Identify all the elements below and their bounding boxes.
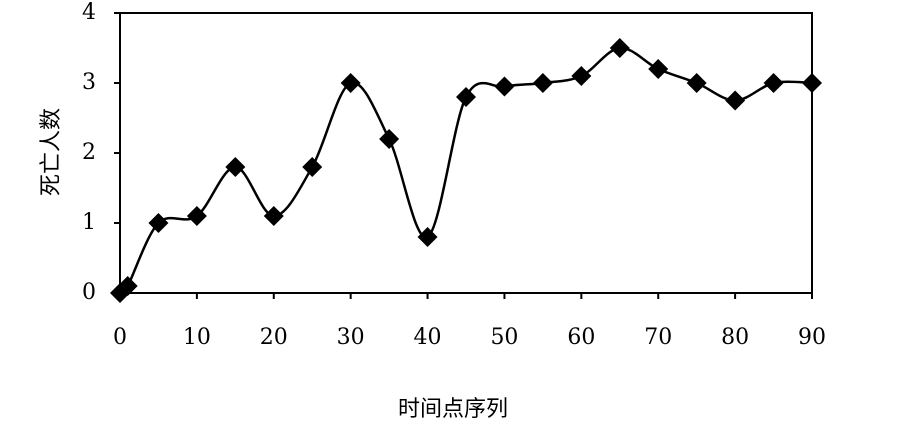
x-tick-label: 70 — [644, 325, 672, 350]
x-tick-label: 90 — [798, 325, 826, 350]
marker — [686, 73, 707, 93]
marker — [302, 157, 323, 177]
plot-frame — [119, 12, 813, 294]
marker — [117, 276, 138, 296]
marker — [763, 73, 784, 93]
marker — [186, 206, 207, 226]
x-tick-label: 0 — [113, 325, 127, 350]
x-axis-label: 时间点序列 — [398, 397, 508, 422]
marker — [417, 227, 438, 247]
marker — [263, 206, 284, 226]
line — [119, 46, 813, 295]
y-tick-label: 3 — [82, 70, 96, 95]
marker — [225, 157, 246, 177]
marker — [532, 73, 553, 93]
x-tick-label: 10 — [183, 325, 211, 350]
y-axis-label: 死亡人数 — [39, 108, 64, 196]
marker — [148, 213, 169, 233]
x-tick-label: 50 — [490, 325, 518, 350]
x-tick-label: 60 — [567, 325, 595, 350]
y-tick-label: 2 — [82, 140, 96, 165]
marker — [571, 66, 592, 86]
x-tick-label: 30 — [337, 325, 365, 350]
y-tick-label: 1 — [82, 210, 96, 235]
marker — [340, 73, 361, 93]
y-tick-label: 0 — [82, 280, 96, 305]
x-tick-label: 40 — [414, 325, 442, 350]
marker — [802, 73, 822, 93]
marker — [648, 59, 669, 79]
marker — [379, 129, 400, 149]
marker — [725, 90, 746, 111]
x-tick-label: 20 — [260, 325, 288, 350]
x-tick-label: 80 — [721, 325, 749, 350]
marker — [494, 76, 515, 97]
marker — [609, 38, 630, 58]
marker — [456, 87, 476, 107]
y-tick-label: 4 — [82, 0, 96, 25]
